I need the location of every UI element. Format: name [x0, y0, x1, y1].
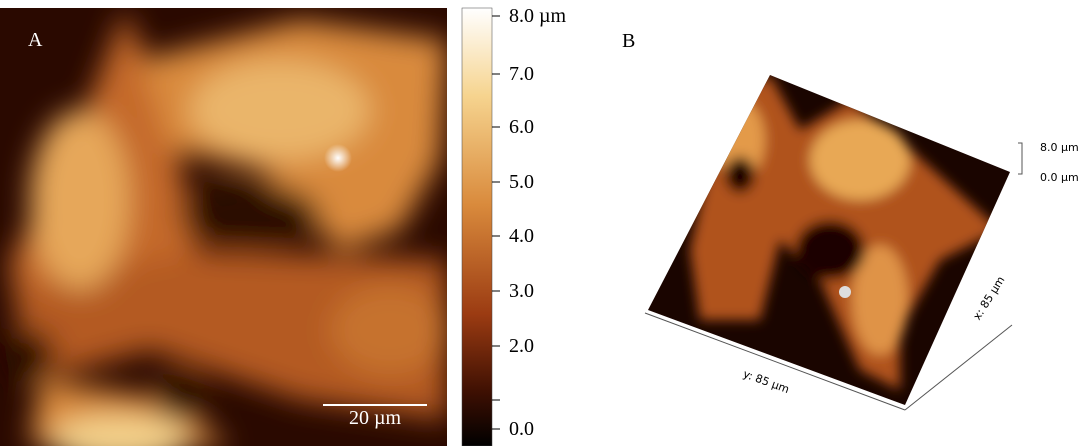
colorbar-labels: 8.0 µm 7.0 6.0 5.0 4.0 3.0 2.0 0.0	[492, 5, 567, 440]
colorbar-label: 6.0	[509, 116, 534, 138]
colorbar-label: 5.0	[509, 171, 534, 193]
colorbar-label: 7.0	[509, 63, 534, 85]
z-label: 0.0 µm	[1040, 171, 1079, 184]
figure: A 20 µm 8.0 µm 7.0 6.0 5.0 4.0 3.0 2.0 0.0 B 8.…	[0, 0, 1084, 446]
z-label: 8.0 µm	[1040, 141, 1079, 154]
colorbar-label: 0.0	[509, 418, 534, 440]
surface-3d	[640, 70, 1020, 410]
colorbar-label: 2.0	[509, 335, 534, 357]
panel-label: A	[28, 29, 43, 51]
y-axis-label: y: 85 µm	[741, 367, 791, 396]
colorbar-label: 4.0	[509, 225, 534, 247]
scale-bar-label: 20 µm	[349, 407, 402, 429]
x-axis-label: x: 85 µm	[971, 274, 1008, 322]
panel-label: B	[622, 30, 635, 52]
colorbar	[462, 8, 492, 446]
afm-image	[0, 8, 450, 446]
colorbar-label: 3.0	[509, 280, 534, 302]
page: A 20 µm 8.0 µm 7.0 6.0 5.0 4.0 3.0 2.0 0.0 B 8.…	[0, 0, 1084, 446]
colorbar-label: 8.0 µm	[509, 5, 567, 27]
